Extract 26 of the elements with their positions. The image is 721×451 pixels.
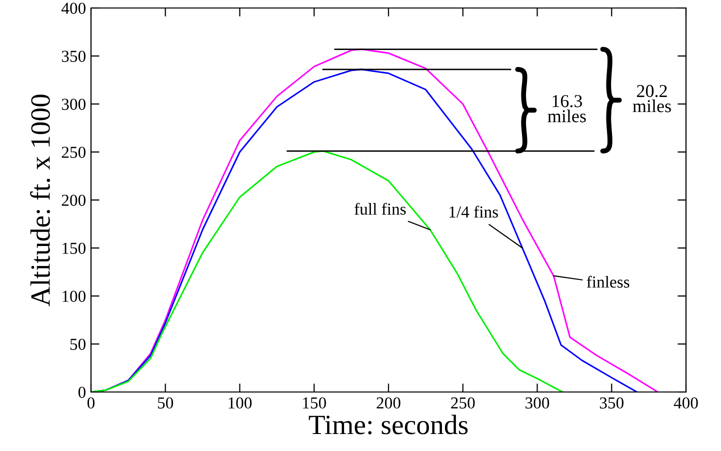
y-tick-label: 350	[62, 50, 86, 62]
annotation: 16.3 miles	[548, 95, 586, 122]
y-tick-label: 150	[62, 242, 86, 254]
x-tick-label: 50	[158, 397, 174, 409]
series-label: full fins	[354, 202, 406, 215]
annotation: 20.2 miles	[632, 84, 671, 112]
x-tick-label: 400	[674, 397, 698, 409]
y-tick-label: 400	[61, 2, 86, 14]
x-axis-title: Time: seconds	[308, 414, 468, 434]
series-label: finless	[586, 276, 630, 288]
line-series	[91, 150, 564, 392]
y-tick-label: 250	[62, 146, 86, 158]
y-tick-label: 100	[62, 290, 86, 302]
x-tick-label: 250	[451, 397, 475, 409]
y-tick-label: 50	[70, 338, 86, 350]
y-tick-label: 300	[62, 98, 86, 110]
y-axis-title: Altitude: ft. x 1000	[30, 94, 50, 306]
x-tick-label: 0	[87, 397, 95, 409]
x-tick-label: 350	[600, 397, 624, 409]
series-label: 1/4 fins	[450, 206, 498, 218]
x-tick-label: 100	[228, 397, 252, 409]
x-tick-label: 300	[526, 397, 550, 409]
x-tick-label: 200	[376, 397, 400, 409]
y-tick-label: 200	[62, 194, 86, 206]
y-tick-label: 0	[78, 386, 86, 398]
x-tick-label: 150	[303, 397, 326, 409]
